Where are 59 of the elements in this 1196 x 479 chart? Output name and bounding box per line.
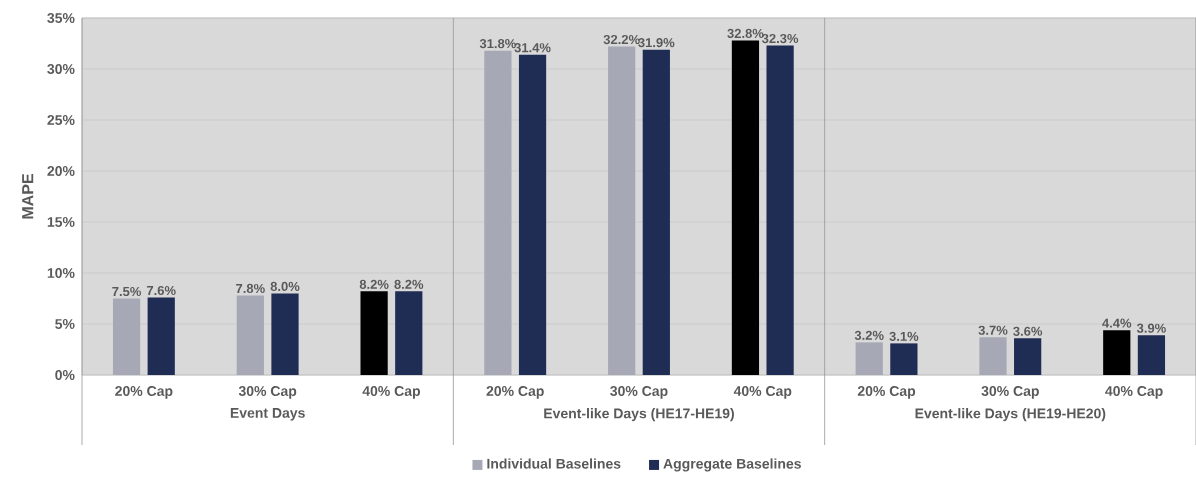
data-label: 32.8% [727,28,764,39]
legend-label: Individual Baselines [487,458,621,469]
bar [979,337,1007,375]
bar [518,54,547,375]
data-label: 3.9% [1136,323,1166,333]
x-tick-label: 40% Cap [362,386,421,399]
x-tick-label: 20% Cap [486,386,544,399]
data-label: 3.2% [854,330,884,340]
data-label: 32.3% [761,33,799,44]
y-tick-label: 0% [55,370,75,380]
data-label: 3.7% [978,325,1008,335]
bar [890,343,918,375]
bar [271,293,299,375]
x-tick-label: 40% Cap [1105,386,1163,399]
y-tick-label: 10% [47,268,75,278]
data-label: 8.0% [270,281,300,291]
data-label: 8.2% [359,279,389,289]
x-tick-label: 40% Cap [733,386,792,399]
data-label: 31.4% [514,43,551,53]
x-tick-label: 30% Cap [981,386,1039,399]
data-label: 3.6% [1013,326,1043,336]
text: Event-like Days (HE17-HE19) [544,408,734,422]
data-label: 8.2% [394,279,424,289]
bar [112,298,141,375]
data-label: 31.9% [638,38,675,48]
bar [236,295,264,375]
x-tick-label: 30% Cap [238,386,297,399]
y-axis-title: MAPE [22,174,34,219]
bar [731,40,760,375]
data-label: 32.2% [603,34,640,45]
x-tick-label: 20% Cap [857,386,916,399]
data-label: 3.1% [889,331,919,341]
bar [1014,338,1042,375]
bar [395,291,423,375]
data-label: 7.8% [236,283,265,294]
bar [1103,330,1131,375]
text: Event Days [230,408,305,421]
y-tick-label: 15% [47,217,75,227]
bar [147,297,175,375]
y-tick-label: 35% [47,13,75,23]
bar [608,46,636,375]
bar [766,45,794,375]
y-tick-label: 30% [47,64,75,74]
data-label: 31.8% [479,39,516,49]
bar [1137,335,1166,375]
x-tick-label: 20% Cap [115,386,173,399]
data-label: 7.6% [146,285,176,296]
bar [855,342,883,375]
legend-label: Aggregate Baselines [663,458,801,472]
data-label: 7.5% [112,286,142,297]
y-tick-label: 20% [47,166,75,176]
bar [360,291,388,375]
y-tick-label: 5% [55,319,75,329]
bar [484,50,512,375]
data-label: 4.4% [1102,318,1132,328]
text: Event-like Days (HE19-HE20) [915,408,1106,422]
bar [642,49,670,375]
x-tick-label: 30% Cap [610,386,668,399]
y-tick-label: 25% [47,115,75,125]
